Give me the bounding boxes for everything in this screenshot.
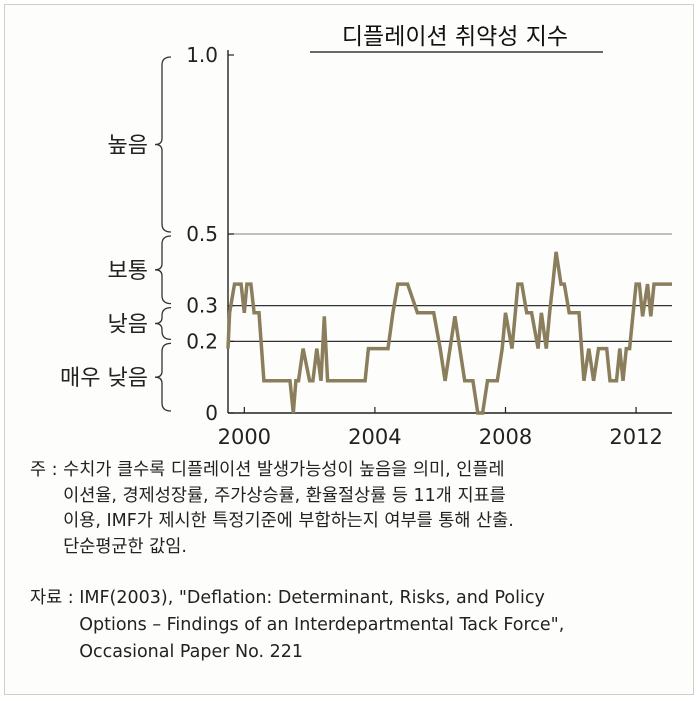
- source-prefix: 자료 :: [30, 588, 80, 608]
- series-line: [226, 251, 672, 415]
- x-tick-label: 2000: [218, 425, 271, 449]
- y-tick-label: 0: [205, 401, 218, 425]
- source-line: Options – Findings of an Interdepartment…: [79, 615, 565, 635]
- source-text: IMF(2003), "Deflation: Determinant, Risk…: [79, 585, 680, 666]
- band-brace: [154, 235, 172, 305]
- note-line: 단순평균한 값임.: [63, 536, 187, 557]
- band-brace: [154, 56, 172, 233]
- x-tick-label: 2004: [348, 425, 401, 449]
- band-brace: [154, 342, 172, 412]
- band-brace: [154, 306, 172, 341]
- deflation-vulnerability-chart: 디플레이션 취약성 지수 1.0 0.5 0.3 0.2 0 2000 2004 2008 2…: [60, 24, 672, 449]
- x-tick-label: 2008: [479, 425, 532, 449]
- note-line: 이션율, 경제성장률, 주가상승률, 환율절상률 등 11개 지표를: [63, 485, 506, 506]
- note-prefix: 주 :: [30, 460, 64, 480]
- band-label: 보통: [108, 259, 148, 284]
- source-line: Occasional Paper No. 221: [79, 642, 304, 662]
- chart-source: 자료 : IMF(2003), "Deflation: Determinant,…: [30, 585, 680, 666]
- figure-frame: [4, 4, 694, 695]
- x-tick-label: 2012: [609, 425, 662, 449]
- source-line: IMF(2003), "Deflation: Determinant, Risk…: [79, 588, 545, 608]
- band-label: 낮음: [108, 313, 148, 338]
- y-tick-label: 0.2: [186, 329, 218, 353]
- band-label: 높음: [108, 134, 148, 159]
- note-line: 수치가 클수록 디플레이션 발생가능성이 높음을 의미, 인플레: [63, 460, 505, 480]
- band-label: 매우 낮음: [60, 366, 148, 391]
- y-tick-label: 0.3: [186, 294, 218, 318]
- y-tick-label: 0.5: [186, 222, 218, 246]
- chart-title: 디플레이션 취약성 지수: [342, 24, 568, 50]
- y-tick-label: 1.0: [186, 43, 218, 67]
- note-line: 이용, IMF가 제시한 특정기준에 부합하는지 여부를 통해 산출.: [63, 511, 514, 531]
